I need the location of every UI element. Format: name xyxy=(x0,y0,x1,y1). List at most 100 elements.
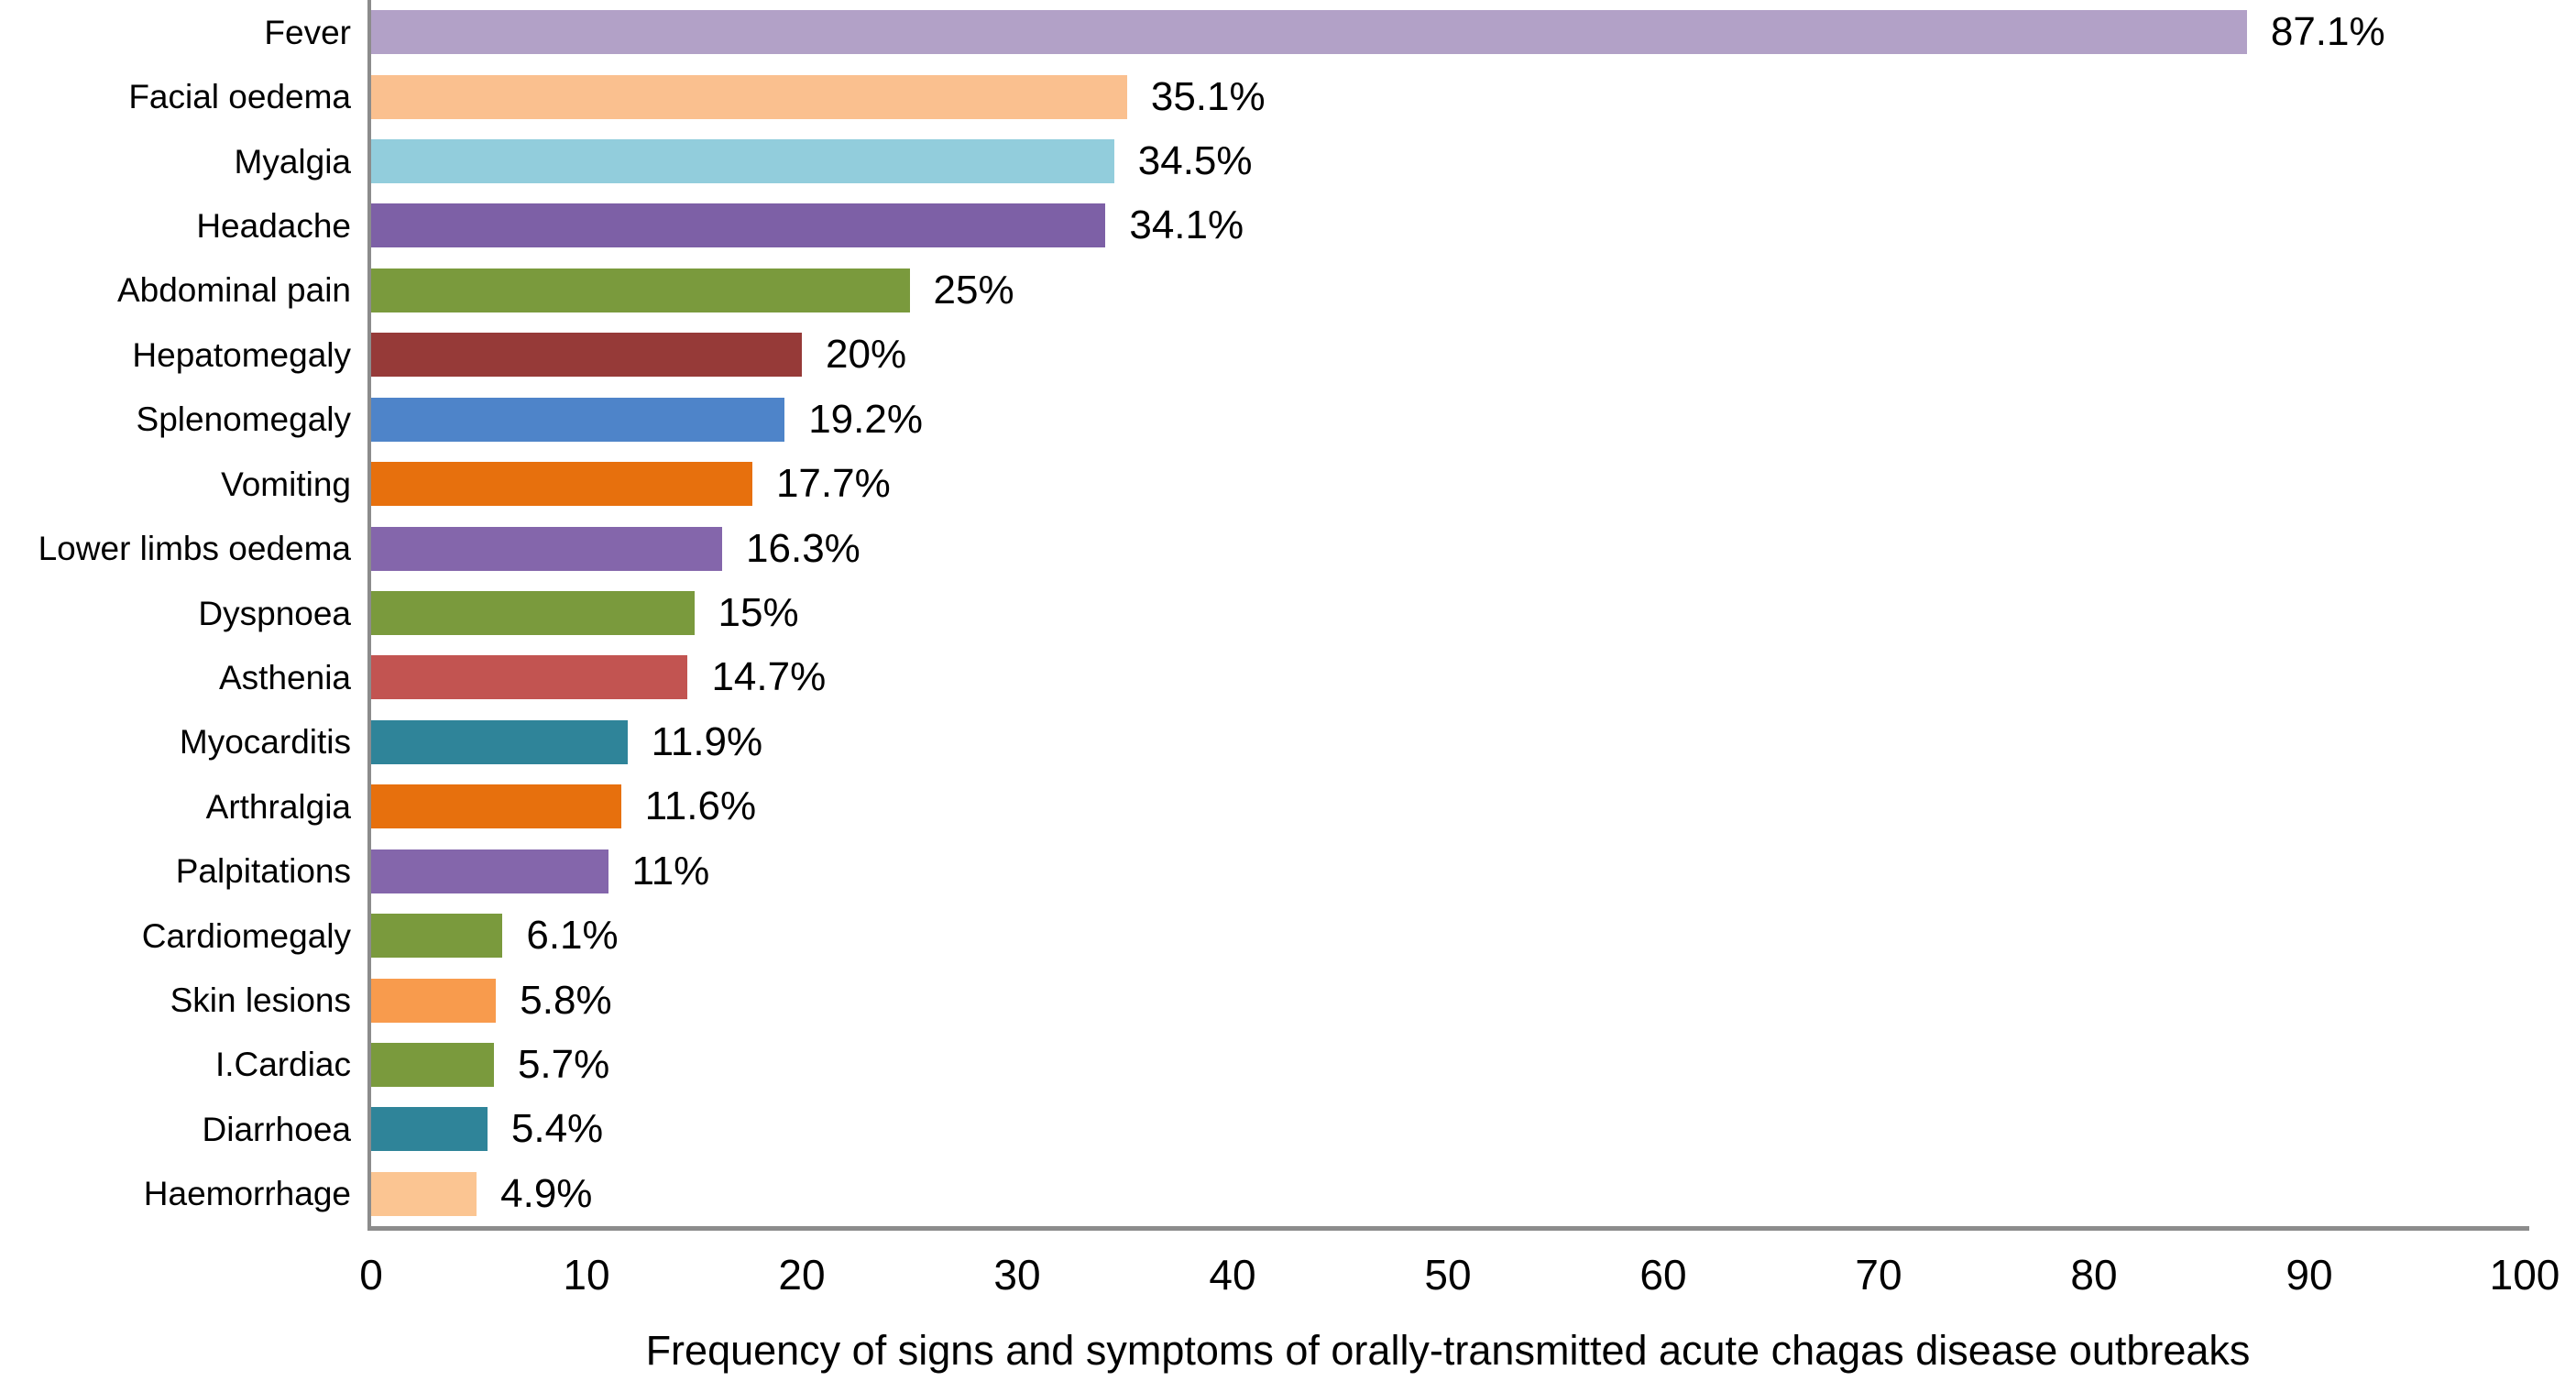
x-tick-label: 90 xyxy=(2286,1251,2333,1299)
x-axis-line xyxy=(367,1226,2529,1231)
bar-area: 5.8% xyxy=(371,968,2525,1032)
category-label: Palpitations xyxy=(175,852,351,891)
y-axis-line xyxy=(367,0,371,1229)
category-label: Myalgia xyxy=(234,142,352,181)
category-label: Arthralgia xyxy=(205,787,351,826)
bar-row: Cardiomegaly 6.1% xyxy=(0,904,2576,968)
bar-row: Hepatomegaly 20% xyxy=(0,323,2576,387)
bar-area: 20% xyxy=(371,323,2525,387)
bar-row: I.Cardiac 5.7% xyxy=(0,1033,2576,1097)
bar xyxy=(371,139,1114,184)
x-tick-label: 10 xyxy=(563,1251,610,1299)
bar-area: 14.7% xyxy=(371,645,2525,709)
bar-area: 11.6% xyxy=(371,774,2525,838)
value-label: 5.7% xyxy=(517,1041,610,1087)
bar xyxy=(371,333,802,378)
category-label: Headache xyxy=(196,206,351,245)
category-label: Lower limbs oedema xyxy=(38,530,351,568)
bar-row: Headache 34.1% xyxy=(0,193,2576,258)
value-label: 6.1% xyxy=(526,913,619,959)
bar-row: Haemorrhage 4.9% xyxy=(0,1162,2576,1226)
bar xyxy=(371,1171,477,1216)
value-label: 5.8% xyxy=(520,977,612,1023)
bar xyxy=(371,719,628,764)
chart-title: Frequency of signs and symptoms of orall… xyxy=(645,1327,2251,1374)
category-label: Fever xyxy=(264,13,351,51)
bar-area: 19.2% xyxy=(371,388,2525,452)
value-label: 34.5% xyxy=(1137,138,1253,184)
bar-area: 5.4% xyxy=(371,1097,2525,1161)
value-label: 4.9% xyxy=(500,1170,593,1216)
x-tick-label: 40 xyxy=(1209,1251,1256,1299)
value-label: 19.2% xyxy=(808,396,923,442)
bar-rows-container: Fever 87.1% Facial oedema 35.1% Myalgia 34.5%… xyxy=(0,0,2576,1226)
bar-row: Fever 87.1% xyxy=(0,0,2576,64)
bar-row: Myalgia 34.5% xyxy=(0,129,2576,193)
bar-area: 11.9% xyxy=(371,710,2525,774)
bar xyxy=(371,978,497,1023)
x-tick-label: 70 xyxy=(1855,1251,1902,1299)
bar-row: Dyspnoea 15% xyxy=(0,581,2576,645)
value-label: 17.7% xyxy=(775,461,891,507)
category-label: Abdominal pain xyxy=(116,271,351,310)
value-label: 87.1% xyxy=(2270,9,2385,55)
bar-area: 17.7% xyxy=(371,452,2525,516)
x-tick-label: 0 xyxy=(359,1251,383,1299)
bar-area: 34.1% xyxy=(371,193,2525,258)
category-label: Myocarditis xyxy=(179,723,351,762)
bar xyxy=(371,526,723,571)
bar-row: Splenomegaly 19.2% xyxy=(0,388,2576,452)
bar xyxy=(371,849,608,893)
bar-row: Lower limbs oedema 16.3% xyxy=(0,516,2576,580)
category-label: Splenomegaly xyxy=(136,400,351,439)
bar xyxy=(371,462,752,507)
value-label: 34.1% xyxy=(1129,203,1244,248)
x-tick-label: 20 xyxy=(778,1251,826,1299)
bar xyxy=(371,1042,494,1087)
bar-area: 34.5% xyxy=(371,129,2525,193)
category-label: Cardiomegaly xyxy=(141,916,351,955)
bar-area: 87.1% xyxy=(371,0,2525,64)
bar-row: Asthenia 14.7% xyxy=(0,645,2576,709)
value-label: 11% xyxy=(631,848,710,893)
value-label: 14.7% xyxy=(711,654,827,700)
category-label: Dyspnoea xyxy=(198,594,351,632)
category-label: Diarrhoea xyxy=(202,1110,351,1148)
bar xyxy=(371,268,910,312)
value-label: 20% xyxy=(826,332,907,378)
category-label: Asthenia xyxy=(219,658,351,696)
category-label: I.Cardiac xyxy=(214,1046,351,1084)
bar-row: Palpitations 11% xyxy=(0,838,2576,903)
value-label: 15% xyxy=(718,590,799,635)
x-tick-label: 60 xyxy=(1639,1251,1687,1299)
bar xyxy=(371,1107,488,1152)
bar-area: 25% xyxy=(371,258,2525,323)
bar xyxy=(371,74,1127,119)
bar-row: Skin lesions 5.8% xyxy=(0,968,2576,1032)
bar xyxy=(371,914,503,959)
x-tick-label: 80 xyxy=(2070,1251,2118,1299)
x-axis-ticks: 0 10 20 30 40 50 60 70 80 90 100 xyxy=(0,1254,2576,1309)
bar-area: 6.1% xyxy=(371,904,2525,968)
bar xyxy=(371,397,785,442)
bar xyxy=(371,591,695,635)
x-tick-label: 50 xyxy=(1424,1251,1472,1299)
bar-row: Myocarditis 11.9% xyxy=(0,710,2576,774)
bar-row: Vomiting 17.7% xyxy=(0,452,2576,516)
bar-area: 4.9% xyxy=(371,1162,2525,1226)
value-label: 5.4% xyxy=(510,1106,604,1152)
bar xyxy=(371,784,621,829)
bar xyxy=(371,655,688,700)
x-tick-label: 100 xyxy=(2489,1251,2560,1299)
bar-area: 16.3% xyxy=(371,516,2525,580)
category-label: Facial oedema xyxy=(128,78,351,116)
value-label: 25% xyxy=(933,267,1014,312)
category-label: Skin lesions xyxy=(170,981,351,1020)
bar xyxy=(371,10,2247,55)
category-label: Vomiting xyxy=(221,465,351,503)
bar-area: 15% xyxy=(371,581,2525,645)
category-label: Haemorrhage xyxy=(143,1175,351,1213)
x-tick-label: 30 xyxy=(993,1251,1041,1299)
category-label: Hepatomegaly xyxy=(132,335,351,374)
